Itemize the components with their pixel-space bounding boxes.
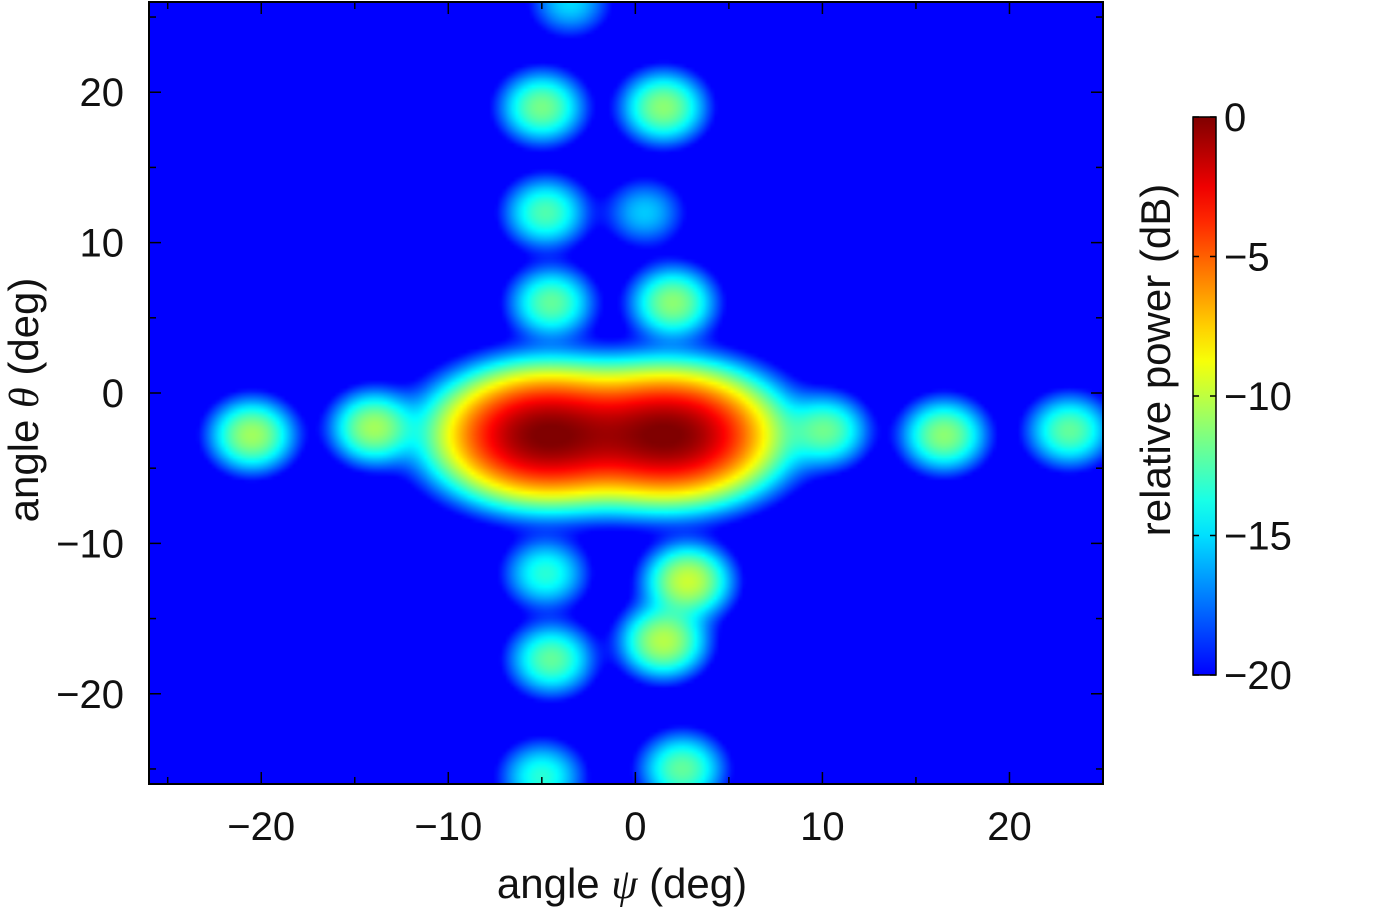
colorbar-tick-label: −5	[1224, 236, 1270, 280]
plot-area: −20 −10 0 10 20 −20 −10 0 10 20	[56, 1, 1104, 849]
y-axis: −20 −10 0 10 20	[56, 16, 1103, 770]
x-tick-label: 20	[987, 805, 1032, 849]
y-tick-label: 10	[80, 222, 125, 266]
colorbar-tick-label: 0	[1224, 96, 1246, 140]
x-tick-label: −20	[227, 805, 295, 849]
x-axis-label: angle ψ (deg)	[497, 860, 747, 908]
heatmap-image	[149, 2, 1103, 784]
x-axis: −20 −10 0 10 20	[166, 2, 1104, 849]
colorbar: 0 −5 −10 −15 −20 relative power (dB)	[1132, 96, 1292, 698]
y-tick-label: 0	[102, 372, 124, 416]
x-tick-label: 10	[800, 805, 845, 849]
colorbar-tick-label: −10	[1224, 375, 1292, 419]
y-axis-label: angle θ (deg)	[0, 278, 48, 523]
colorbar-ticks: 0 −5 −10 −15 −20	[1193, 96, 1292, 698]
colorbar-tick-label: −15	[1224, 515, 1292, 559]
y-tick-label: −10	[56, 522, 124, 566]
colorbar-tick-label: −20	[1224, 654, 1292, 698]
x-tick-label: 0	[624, 805, 646, 849]
x-tick-label: −10	[414, 805, 482, 849]
y-tick-label: 20	[80, 71, 125, 115]
colorbar-label: relative power (dB)	[1132, 184, 1179, 536]
y-tick-label: −20	[56, 673, 124, 717]
